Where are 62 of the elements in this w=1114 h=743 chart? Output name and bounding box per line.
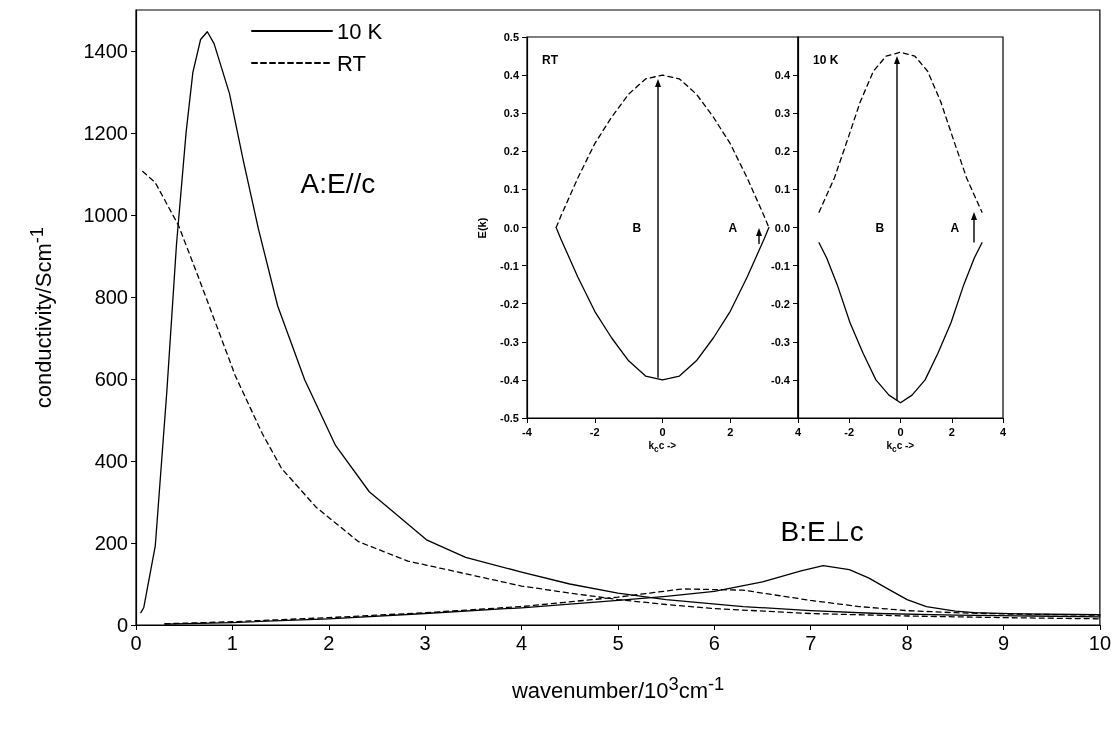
x-tick-label: 0 [130,632,142,654]
x-axis-title: wavenumber/10$^{3}$cm$^{-1}$ [511,673,725,705]
y-tick-label: 1000 [83,204,128,226]
x-tick-label: 2 [323,632,335,654]
y-tick-label: -0.3 [500,335,519,348]
y-tick-label: -0.4 [500,373,520,386]
y-tick-label: -0.5 [500,412,519,424]
y-tick-label: -0.2 [771,297,790,310]
y-tick-label: 0.4 [774,69,791,82]
y-tick-label: -0.1 [771,259,790,272]
annotation: A:E//c [300,168,376,200]
y-tick-label: 0.0 [774,221,790,234]
x-tick-label: 3 [419,632,431,654]
x-tick-label: 10 [1088,632,1111,654]
x-tick-label: -2 [844,425,855,438]
y-tick-label: 0.0 [503,221,519,234]
y-tick-label: 200 [94,532,128,554]
legend-label: RT [337,50,366,76]
x-tick-label: 4 [999,425,1007,438]
x-tick-label: 8 [901,632,913,654]
x-tick-label: 0 [897,425,904,438]
x-tick-label: 0 [659,425,666,438]
x-tick-label: 2 [948,425,955,438]
y-tick-label: 1200 [83,122,128,144]
y-tick-label: 600 [94,368,128,390]
x-tick-label: 4 [794,425,802,438]
y-tick-label: -0.4 [771,373,791,386]
y-tick-label: 0.4 [503,69,520,82]
annotation: B [632,221,642,235]
y-axis-title: E(k) [475,217,488,238]
x-tick-label: -2 [589,425,600,438]
y-tick-label: 800 [94,286,128,308]
x-tick-label: 4 [515,632,528,654]
y-tick-label: 1400 [83,40,128,62]
annotation: A [728,221,738,235]
legend-label: 10 K [337,18,383,44]
y-tick-label: 0.3 [774,107,790,120]
x-axis-title: k$_{c}$c -> [648,440,677,454]
x-tick-label: 5 [612,632,624,654]
x-tick-label: 9 [997,632,1010,654]
text: RT [542,53,559,67]
annotation: B:E⊥c [780,514,864,548]
text: 10 K [813,53,839,67]
y-tick-label: 0 [116,614,128,636]
y-tick-label: 0.2 [503,145,519,158]
annotation: A [950,221,960,235]
y-tick-label: 0.2 [774,145,790,158]
y-tick-label: 400 [94,450,128,472]
x-tick-label: 7 [805,632,817,654]
y-tick-label: 0.1 [774,183,790,196]
x-axis-title: k$_{c}$c -> [886,440,915,454]
x-tick-label: 1 [226,632,238,654]
x-tick-label: 6 [708,632,720,654]
y-tick-label: -0.3 [771,335,790,348]
x-tick-label: -4 [522,425,533,438]
y-tick-label: -0.1 [500,259,519,272]
x-tick-label: 2 [727,425,734,438]
y-tick-label: 0.3 [503,107,519,120]
y-tick-label: -0.2 [500,297,519,310]
annotation: B [875,221,885,235]
y-tick-label: 0.5 [503,31,519,43]
y-tick-label: 0.1 [503,183,519,196]
